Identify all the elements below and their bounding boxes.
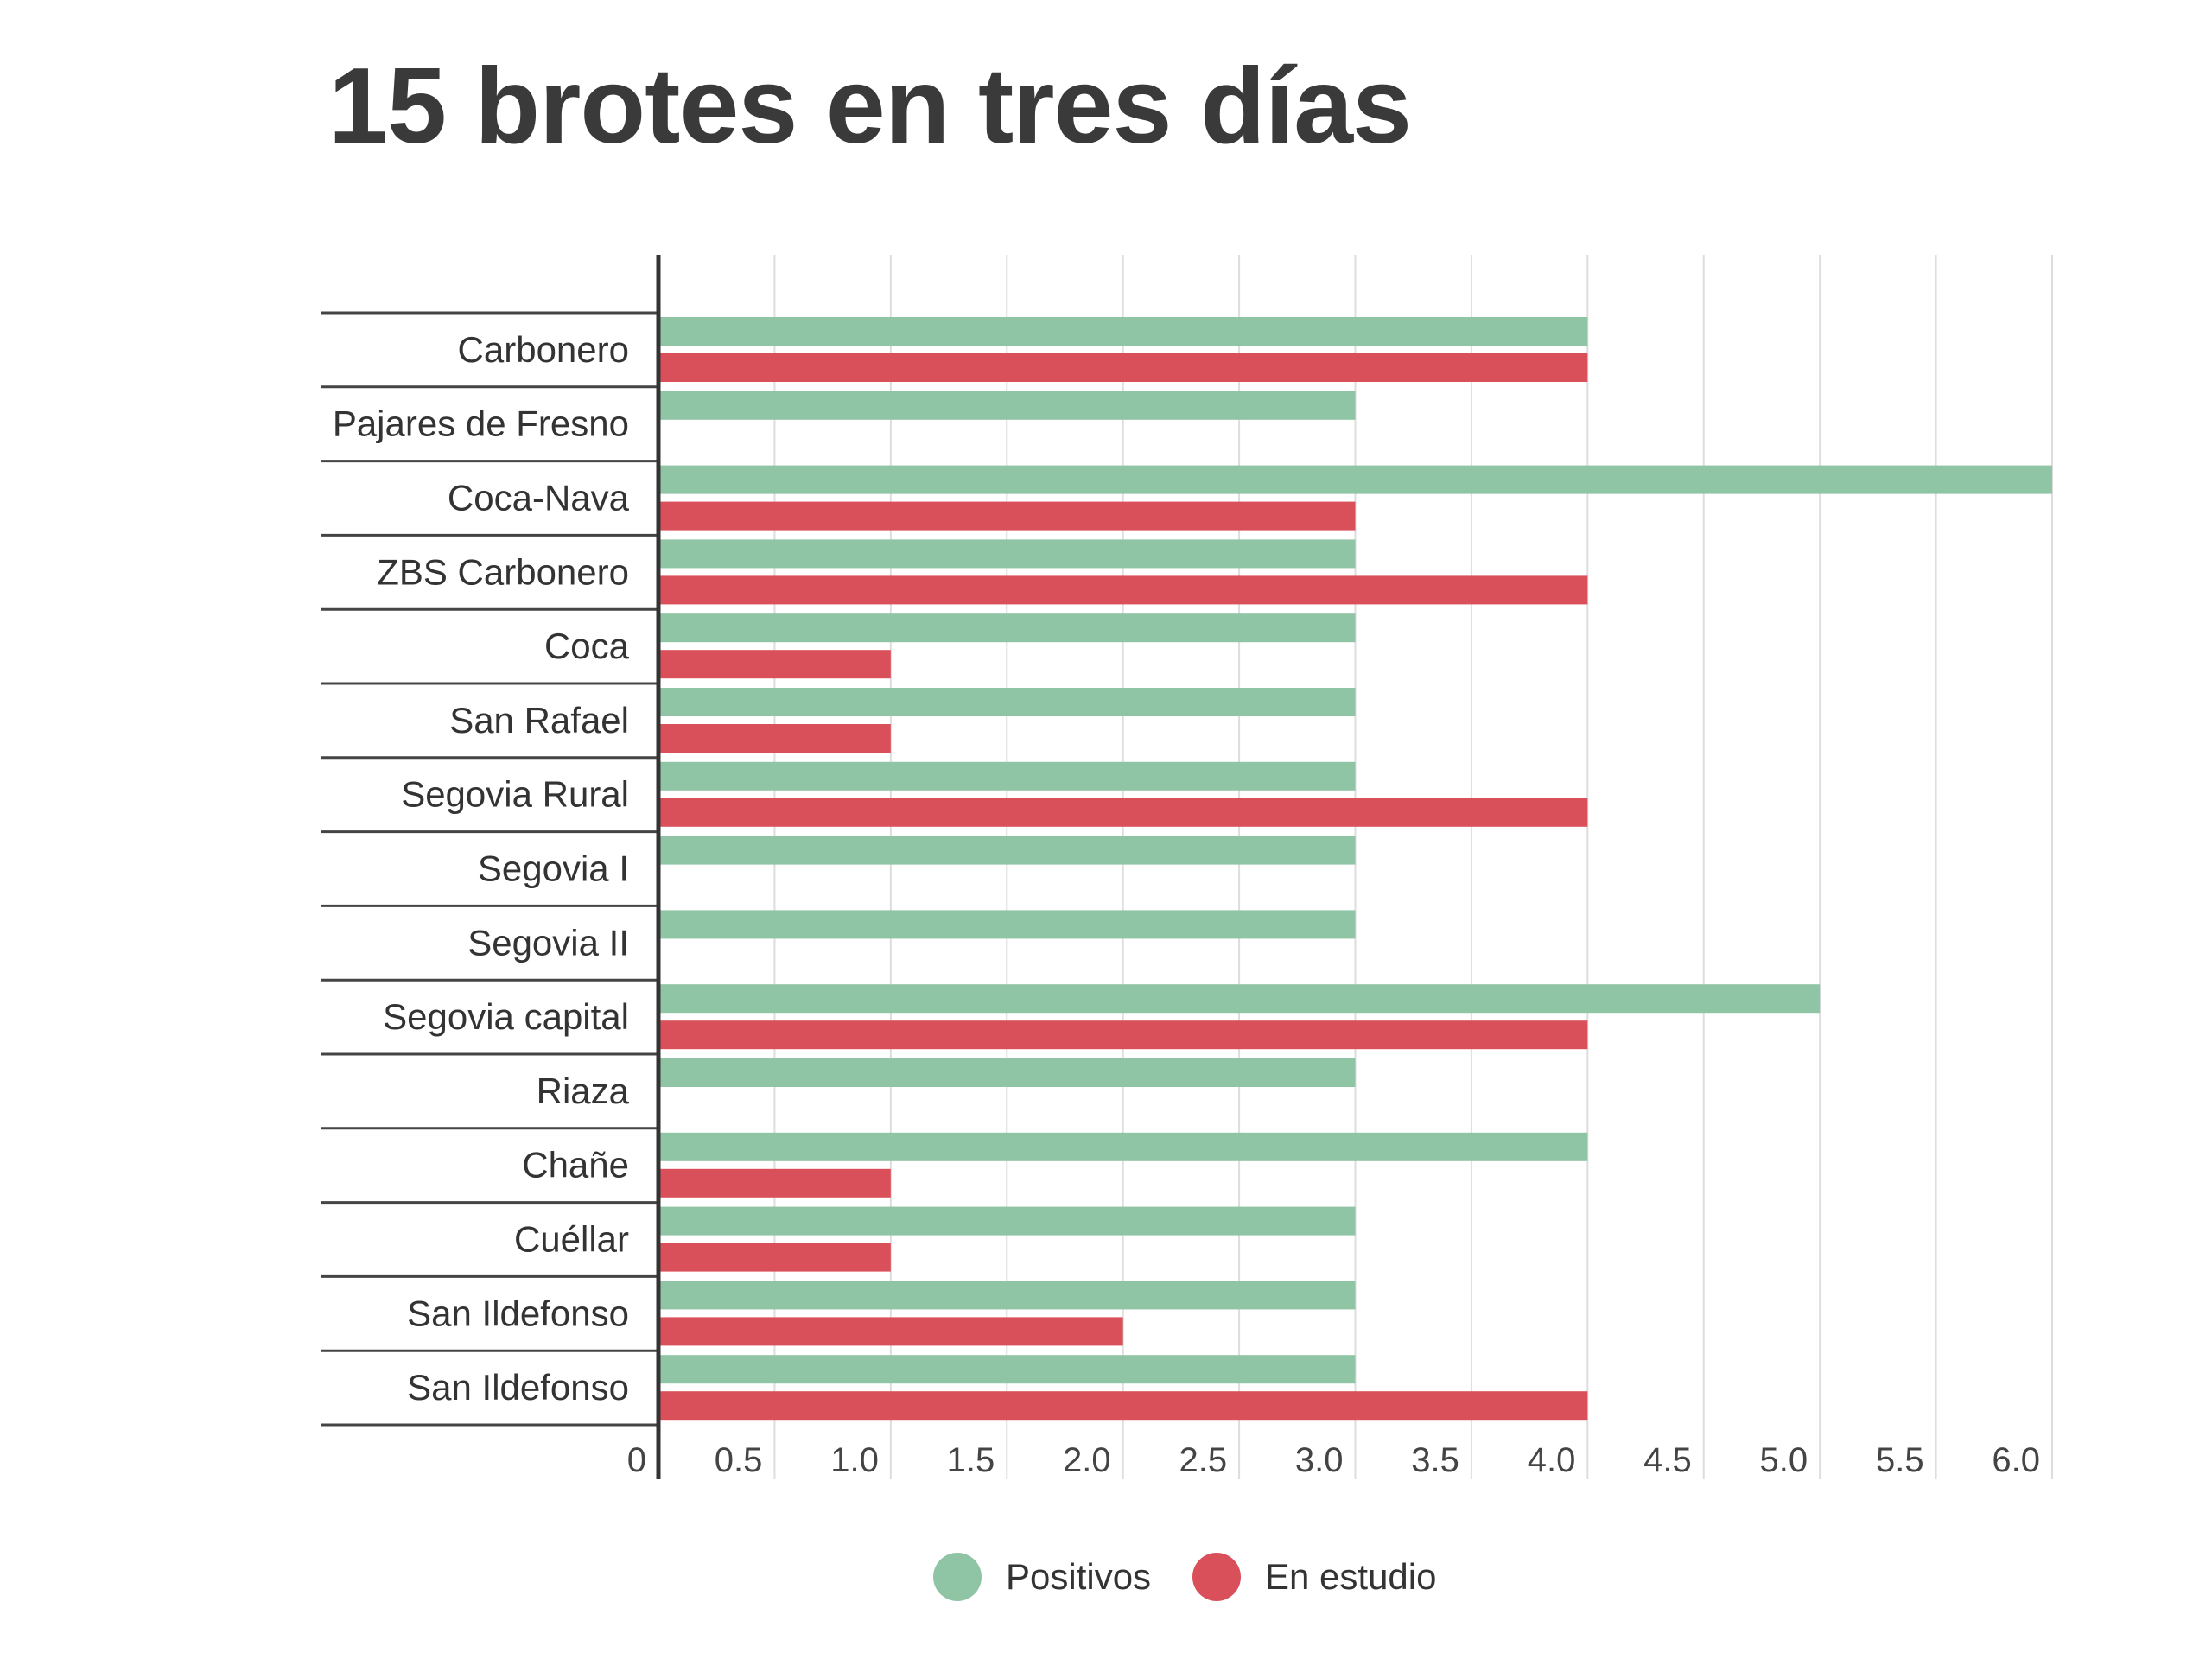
x-tick-label: 3.5 [1411,1441,1459,1479]
bar-en-estudio [660,1168,891,1198]
bar-en-estudio [660,724,891,753]
x-tick-label: 0.5 [715,1441,763,1479]
x-tick-label: 6.0 [1992,1441,2040,1479]
bar-positivos [660,1132,1588,1161]
x-axis-ticks: 0 0.5 1.0 1.5 2.0 2.5 3.0 3.5 4.0 4.5 5.0 5.5 6.0 [627,1441,2040,1479]
bar-positivos [660,1058,1356,1087]
category-label: Chañe [522,1145,629,1185]
legend-swatch-en-estudio [1192,1553,1241,1601]
x-tick-label: 4.0 [1528,1441,1576,1479]
x-tick-label: 1.0 [830,1441,879,1479]
grid-lines [773,255,2053,1479]
category-label: Carbonero [458,329,629,370]
category-label: Segovia II [467,922,629,963]
x-tick-label: 2.0 [1063,1441,1111,1479]
legend: Positivos En estudio [0,1542,2212,1611]
bar-en-estudio [660,798,1588,827]
category-label: Riaza [537,1071,630,1111]
x-tick-label: 5.0 [1760,1441,1808,1479]
bars [660,317,2052,1421]
legend-swatch-positivos [933,1553,982,1601]
category-label: San Ildefonso [407,1367,629,1408]
x-tick-label: 5.5 [1876,1441,1924,1479]
category-labels: Carbonero Pajares de Fresno Coca-Nava ZBS C… [333,329,630,1408]
x-tick-label: 4.5 [1643,1441,1692,1479]
bar-positivos [660,613,1356,643]
bar-en-estudio [660,650,891,679]
category-label: Cuéllar [514,1219,629,1260]
bar-en-estudio [660,501,1356,531]
bar-positivos [660,317,1588,346]
category-label: Coca [544,626,630,666]
bar-positivos [660,539,1356,569]
bar-en-estudio [660,1020,1588,1050]
x-tick-label: 2.5 [1179,1441,1227,1479]
x-tick-label: 3.0 [1295,1441,1344,1479]
bar-en-estudio [660,1317,1123,1346]
bar-positivos [660,1355,1356,1384]
bar-positivos [660,910,1356,939]
bar-positivos [660,465,2052,494]
category-separators [321,311,658,1427]
bar-positivos [660,984,1821,1014]
bar-en-estudio [660,1243,891,1272]
category-label: Pajares de Fresno [333,404,629,444]
category-label: Coca-Nava [448,478,630,518]
category-label: Segovia Rural [401,774,629,815]
x-tick-label: 0 [627,1441,646,1479]
chart-title: 15 brotes en tres días [328,47,1412,166]
bar-en-estudio [660,575,1588,605]
category-label: Segovia capital [383,996,629,1037]
bar-positivos [660,688,1356,716]
bar-positivos [660,761,1356,791]
bar-en-estudio [660,353,1588,382]
category-label: San Rafael [449,700,629,741]
bar-positivos [660,1281,1356,1310]
bar-positivos [660,1206,1356,1236]
legend-label-en-estudio: En estudio [1265,1556,1437,1597]
category-label: San Ildefonso [407,1293,629,1333]
x-tick-label: 1.5 [947,1441,995,1479]
bar-en-estudio [660,1391,1588,1421]
category-label: ZBS Carbonero [377,551,629,592]
legend-label-positivos: Positivos [1006,1556,1152,1597]
bar-positivos [660,391,1356,420]
bar-positivos [660,836,1356,865]
category-label: Segovia I [478,849,629,889]
legend-item-positivos: Positivos [933,1542,1151,1611]
legend-item-en-estudio: En estudio [1192,1542,1436,1611]
